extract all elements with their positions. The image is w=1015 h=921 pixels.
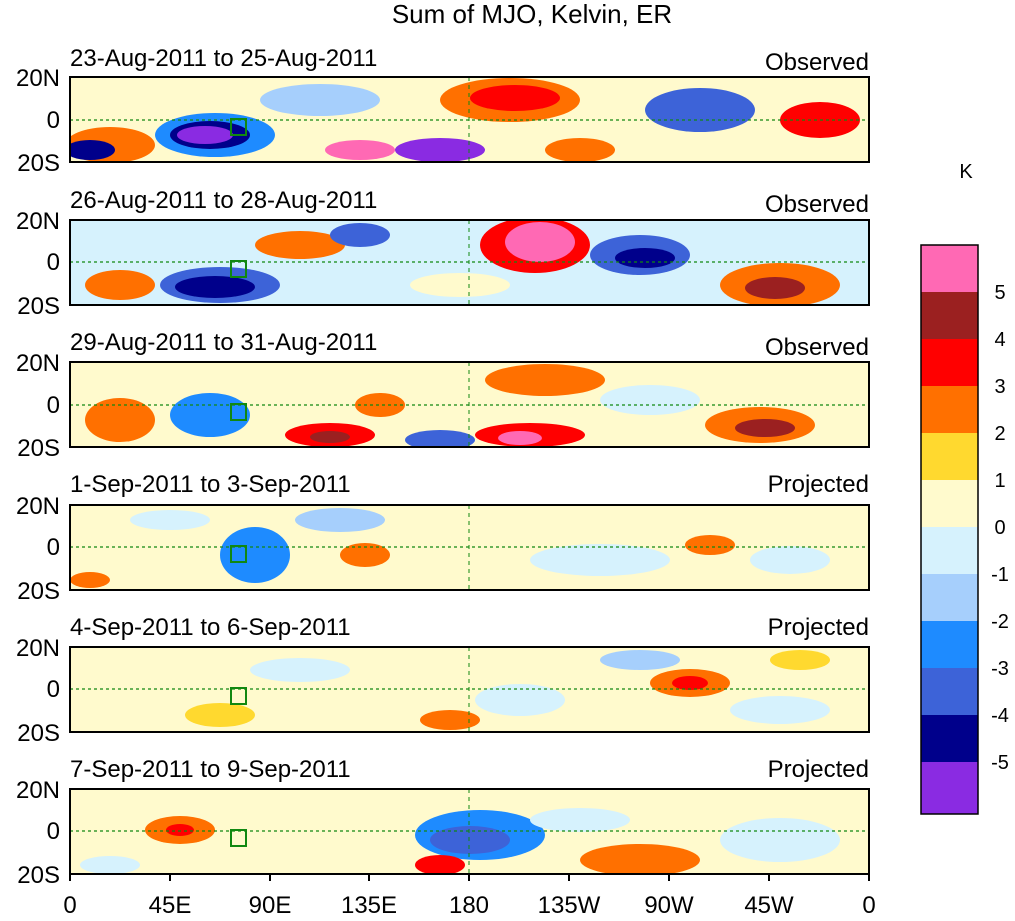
colorbar: K 5 4 3 2 1 0 -1 -2 -3 -4 -5	[920, 161, 1009, 815]
lat-tick-label: 20N	[16, 350, 60, 377]
lat-tick-label: 20S	[17, 578, 60, 605]
map-panel: 29-Aug-2011 to 31-Aug-2011 Observed 20N …	[16, 329, 870, 462]
lon-tick-label: 45W	[744, 892, 794, 919]
map-panel: 7-Sep-2011 to 9-Sep-2011 Projected 20N 0…	[16, 756, 870, 889]
region-box	[230, 403, 247, 421]
region-box	[230, 545, 247, 563]
colorbar-swatch	[921, 527, 978, 574]
lat-tick-label: 20S	[17, 293, 60, 320]
region-box	[230, 687, 247, 705]
anomaly-field	[70, 78, 860, 162]
panel-status: Observed	[765, 334, 869, 361]
lat-tick-label: 0	[47, 392, 60, 419]
region-box	[230, 118, 247, 136]
colorbar-label: 2	[994, 423, 1005, 445]
region-box	[230, 260, 247, 278]
panel-date-range: 26-Aug-2011 to 28-Aug-2011	[70, 187, 377, 214]
anomaly-field	[70, 508, 830, 588]
lon-tick-label: 0	[862, 892, 875, 919]
lat-tick-label: 0	[47, 818, 60, 845]
colorbar-swatch	[921, 292, 978, 339]
region-box	[230, 829, 247, 847]
lon-tick-label: 0	[63, 892, 76, 919]
panel-frame	[69, 646, 870, 733]
lat-tick-label: 0	[47, 676, 60, 703]
colorbar-swatch	[921, 668, 978, 715]
panel-status: Projected	[768, 614, 869, 641]
panel-date-range: 7-Sep-2011 to 9-Sep-2011	[70, 756, 351, 783]
colorbar-unit: K	[959, 161, 973, 183]
colorbar-swatch	[921, 480, 978, 527]
colorbar-label: 3	[994, 376, 1005, 398]
anomaly-field	[185, 650, 830, 730]
colorbar-swatch	[921, 574, 978, 621]
colorbar-label: -5	[991, 752, 1009, 774]
colorbar-swatch	[921, 339, 978, 386]
colorbar-label: 1	[994, 470, 1005, 492]
colorbar-label: -3	[991, 658, 1009, 680]
colorbar-swatch	[921, 762, 978, 814]
panel-status: Observed	[765, 49, 869, 76]
panel-frame	[69, 219, 870, 306]
colorbar-label: 5	[994, 282, 1005, 304]
panel-date-range: 29-Aug-2011 to 31-Aug-2011	[70, 329, 377, 356]
panel-date-range: 23-Aug-2011 to 25-Aug-2011	[70, 45, 377, 72]
lat-tick-label: 0	[47, 107, 60, 134]
colorbar-swatch	[921, 621, 978, 668]
panel-date-range: 4-Sep-2011 to 6-Sep-2011	[70, 614, 351, 641]
lat-tick-label: 20N	[16, 208, 60, 235]
panel-date-range: 1-Sep-2011 to 3-Sep-2011	[70, 471, 351, 498]
lon-tick-label: 90W	[644, 892, 694, 919]
lat-tick-label: 0	[47, 534, 60, 561]
colorbar-swatch	[921, 386, 978, 433]
colorbar-label: -1	[991, 564, 1009, 586]
colorbar-label: 0	[994, 517, 1005, 539]
lon-tick-label: 180	[449, 892, 489, 919]
anomaly-field	[85, 220, 840, 305]
lat-tick-label: 20N	[16, 777, 60, 804]
panel-frame	[69, 76, 870, 163]
lat-tick-label: 0	[47, 249, 60, 276]
lat-tick-label: 20N	[16, 65, 60, 92]
lat-tick-label: 20S	[17, 862, 60, 889]
lon-tick-label: 45E	[149, 892, 192, 919]
map-panel: 1-Sep-2011 to 3-Sep-2011 Projected 20N 0…	[16, 471, 870, 605]
lon-tick-label: 135E	[341, 892, 397, 919]
lat-tick-label: 20N	[16, 635, 60, 662]
colorbar-swatch	[921, 715, 978, 762]
colorbar-swatch	[921, 245, 978, 292]
anomaly-field	[80, 808, 840, 874]
panel-frame	[69, 361, 870, 448]
panel-status: Projected	[768, 471, 869, 498]
figure-title: Sum of MJO, Kelvin, ER	[392, 0, 672, 29]
colorbar-frame	[920, 244, 979, 815]
lon-tick-label: 135W	[538, 892, 601, 919]
panel-status: Observed	[765, 191, 869, 218]
lon-tick-label: 90E	[249, 892, 292, 919]
colorbar-swatch	[921, 433, 978, 480]
colorbar-label: -4	[991, 705, 1009, 727]
map-panel: 26-Aug-2011 to 28-Aug-2011 Observed 20N …	[16, 187, 870, 320]
lat-tick-label: 20S	[17, 435, 60, 462]
map-panel: 23-Aug-2011 to 25-Aug-2011 Observed 20N …	[16, 45, 870, 177]
lat-tick-label: 20S	[17, 150, 60, 177]
colorbar-label: -2	[991, 611, 1009, 633]
lat-tick-label: 20S	[17, 720, 60, 747]
map-panel: 4-Sep-2011 to 6-Sep-2011 Projected 20N 0…	[16, 614, 870, 747]
colorbar-label: 4	[994, 329, 1005, 351]
panel-frame	[69, 504, 870, 591]
panel-status: Projected	[768, 756, 869, 783]
x-axis: 0 45E 90E 135E 180 135W 90W 45W 0	[63, 874, 876, 919]
lat-tick-label: 20N	[16, 493, 60, 520]
